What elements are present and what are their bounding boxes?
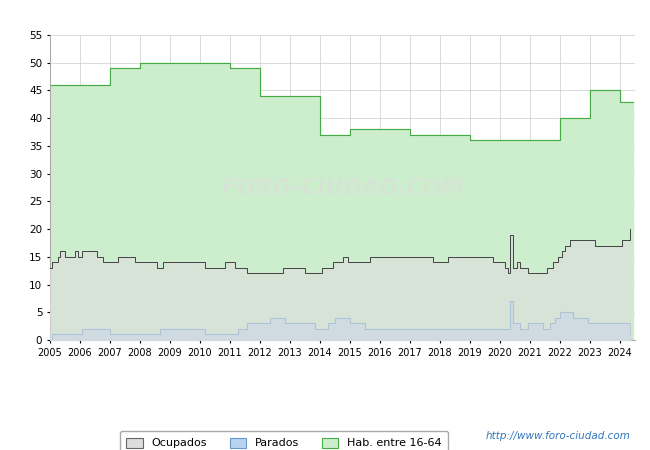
Text: Monforte de Moyuela - Evolucion de la poblacion en edad de Trabajar Mayo de 2024: Monforte de Moyuela - Evolucion de la po… bbox=[68, 9, 582, 22]
Text: http://www.foro-ciudad.com: http://www.foro-ciudad.com bbox=[486, 431, 630, 441]
Legend: Ocupados, Parados, Hab. entre 16-64: Ocupados, Parados, Hab. entre 16-64 bbox=[120, 431, 448, 450]
Text: FORO-CIUDAD.COM: FORO-CIUDAD.COM bbox=[221, 177, 464, 198]
